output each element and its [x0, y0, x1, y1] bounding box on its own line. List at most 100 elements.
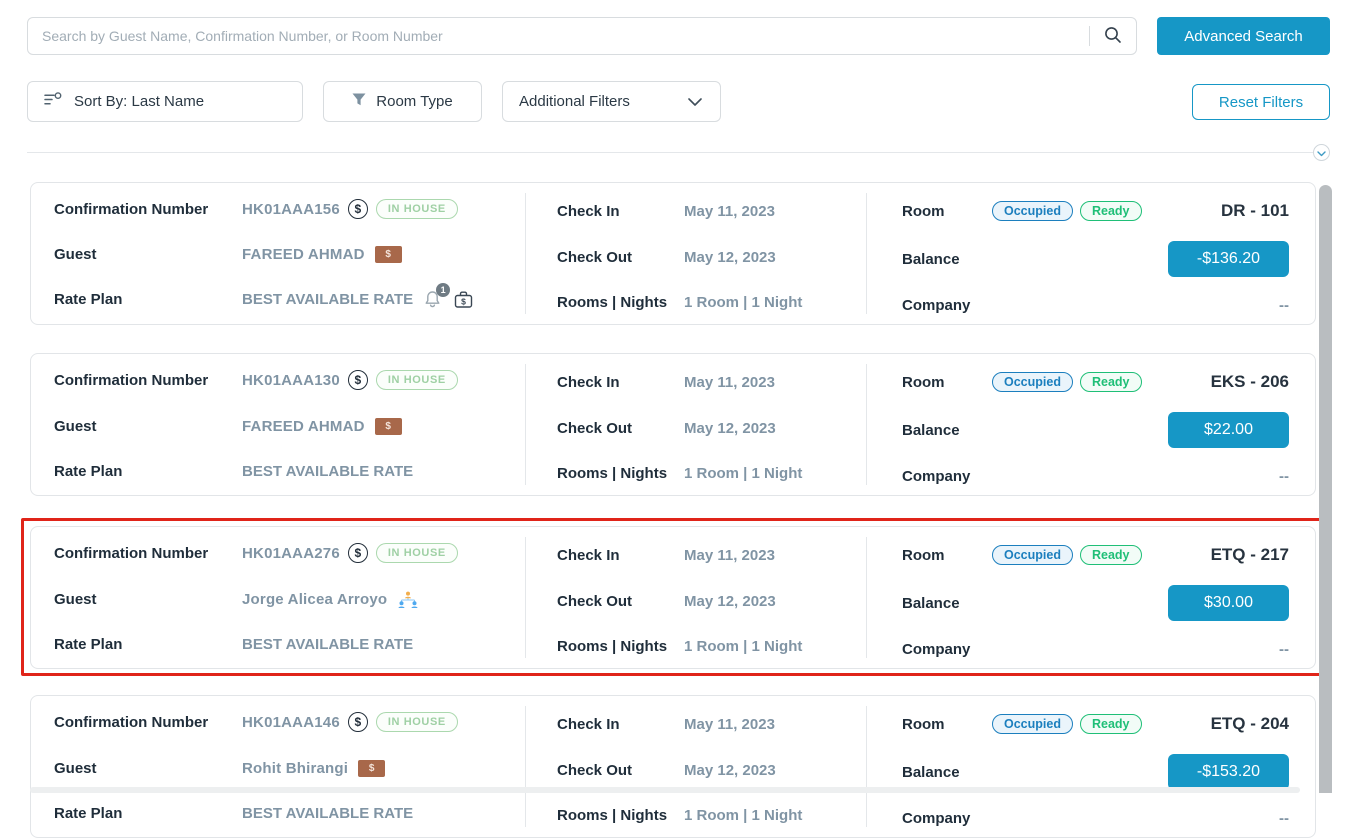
search-icon	[1103, 25, 1123, 48]
rate-plan-value: BEST AVAILABLE RATE	[242, 805, 413, 822]
reservation-card[interactable]: Confirmation Number HK01AAA146 $ IN HOUS…	[30, 695, 1316, 838]
rate-plan-label: Rate Plan	[54, 463, 242, 480]
guest-name: Jorge Alicea Arroyo	[242, 591, 387, 608]
payment-dollar-icon: $	[348, 199, 368, 219]
advanced-search-button[interactable]: Advanced Search	[1157, 17, 1330, 55]
confirmation-label: Confirmation Number	[54, 372, 242, 389]
rate-plan-label: Rate Plan	[54, 636, 242, 653]
company-value: --	[1279, 810, 1289, 827]
balance-label: Balance	[902, 764, 992, 781]
ready-badge: Ready	[1080, 372, 1142, 392]
check-in-date: May 11, 2023	[684, 374, 775, 391]
rate-plan-value: BEST AVAILABLE RATE	[242, 463, 413, 480]
guest-name: FAREED AHMAD	[242, 418, 365, 435]
check-out-date: May 12, 2023	[684, 762, 776, 779]
guest-name: Rohit Bhirangi	[242, 760, 348, 777]
room-label: Room	[902, 203, 992, 220]
check-in-label: Check In	[557, 547, 684, 564]
rooms-nights-value: 1 Room | 1 Night	[684, 638, 802, 655]
ready-badge: Ready	[1080, 201, 1142, 221]
notification-bell-icon[interactable]: 1	[423, 289, 443, 309]
balance-label: Balance	[902, 422, 992, 439]
rooms-nights-label: Rooms | Nights	[557, 638, 684, 655]
room-type-label: Room Type	[376, 93, 452, 110]
payment-dollar-icon: $	[348, 712, 368, 732]
confirmation-number: HK01AAA276	[242, 545, 340, 562]
reservation-card[interactable]: Confirmation Number HK01AAA130 $ IN HOUS…	[30, 353, 1316, 496]
sort-by-label: Sort By: Last Name	[74, 93, 204, 110]
room-number: DR - 101	[1221, 201, 1289, 221]
additional-filters-label: Additional Filters	[519, 93, 630, 110]
company-label: Company	[902, 468, 992, 485]
room-label: Room	[902, 374, 992, 391]
in-house-badge: IN HOUSE	[376, 543, 458, 563]
payment-dollar-icon: $	[348, 370, 368, 390]
room-type-filter-button[interactable]: Room Type	[323, 81, 482, 122]
room-label: Room	[902, 547, 992, 564]
balance-label: Balance	[902, 595, 992, 612]
balance-button[interactable]: -$153.20	[1168, 754, 1289, 790]
in-house-badge: IN HOUSE	[376, 370, 458, 390]
check-out-label: Check Out	[557, 249, 684, 266]
company-value: --	[1279, 641, 1289, 658]
guest-dollar-badge: $	[375, 246, 402, 263]
company-label: Company	[902, 297, 992, 314]
room-label: Room	[902, 716, 992, 733]
occupied-badge: Occupied	[992, 545, 1073, 565]
check-out-label: Check Out	[557, 593, 684, 610]
occupied-badge: Occupied	[992, 201, 1073, 221]
payment-dollar-icon: $	[348, 543, 368, 563]
check-out-date: May 12, 2023	[684, 593, 776, 610]
search-input[interactable]	[28, 28, 1089, 44]
check-out-label: Check Out	[557, 420, 684, 437]
search-button[interactable]	[1090, 18, 1136, 54]
reservation-card-selected[interactable]: Confirmation Number HK01AAA276 $ IN HOUS…	[30, 526, 1316, 669]
check-in-label: Check In	[557, 203, 684, 220]
rate-plan-label: Rate Plan	[54, 291, 242, 308]
confirmation-label: Confirmation Number	[54, 545, 242, 562]
guest-label: Guest	[54, 760, 242, 777]
check-in-label: Check In	[557, 374, 684, 391]
room-number: EKS - 206	[1211, 372, 1289, 392]
company-value: --	[1279, 297, 1289, 314]
occupied-badge: Occupied	[992, 372, 1073, 392]
reservation-card[interactable]: Confirmation Number HK01AAA156 $ IN HOUS…	[30, 182, 1316, 325]
additional-filters-button[interactable]: Additional Filters	[502, 81, 721, 122]
check-in-label: Check In	[557, 716, 684, 733]
rooms-nights-label: Rooms | Nights	[557, 807, 684, 824]
balance-button[interactable]: $30.00	[1168, 585, 1289, 621]
rate-plan-value: BEST AVAILABLE RATE	[242, 291, 413, 308]
sort-by-button[interactable]: Sort By: Last Name	[27, 81, 303, 122]
room-number: ETQ - 204	[1211, 714, 1289, 734]
guest-dollar-badge: $	[375, 418, 402, 435]
collapse-results-button[interactable]	[1313, 144, 1330, 161]
balance-button[interactable]: $22.00	[1168, 412, 1289, 448]
in-house-badge: IN HOUSE	[376, 712, 458, 732]
rate-plan-label: Rate Plan	[54, 805, 242, 822]
rooms-nights-value: 1 Room | 1 Night	[684, 807, 802, 824]
guest-dollar-badge: $	[358, 760, 385, 777]
guest-label: Guest	[54, 418, 242, 435]
confirmation-label: Confirmation Number	[54, 714, 242, 731]
balance-button[interactable]: -$136.20	[1168, 241, 1289, 277]
chevron-down-icon	[688, 93, 702, 110]
rate-plan-value: BEST AVAILABLE RATE	[242, 636, 413, 653]
reset-filters-button[interactable]: Reset Filters	[1192, 84, 1330, 120]
rooms-nights-label: Rooms | Nights	[557, 465, 684, 482]
svg-text:$: $	[461, 296, 466, 306]
occupied-badge: Occupied	[992, 714, 1073, 734]
ready-badge: Ready	[1080, 714, 1142, 734]
ready-badge: Ready	[1080, 545, 1142, 565]
section-divider	[27, 152, 1313, 153]
confirmation-label: Confirmation Number	[54, 201, 242, 218]
cash-briefcase-icon[interactable]: $	[453, 290, 474, 309]
funnel-icon	[352, 93, 366, 110]
vertical-scrollbar-thumb[interactable]	[1319, 185, 1332, 793]
check-in-date: May 11, 2023	[684, 547, 775, 564]
confirmation-number: HK01AAA156	[242, 201, 340, 218]
horizontal-scrollbar-track[interactable]	[30, 787, 1300, 793]
check-in-date: May 11, 2023	[684, 716, 775, 733]
check-in-date: May 11, 2023	[684, 203, 775, 220]
check-out-label: Check Out	[557, 762, 684, 779]
rooms-nights-label: Rooms | Nights	[557, 294, 684, 311]
